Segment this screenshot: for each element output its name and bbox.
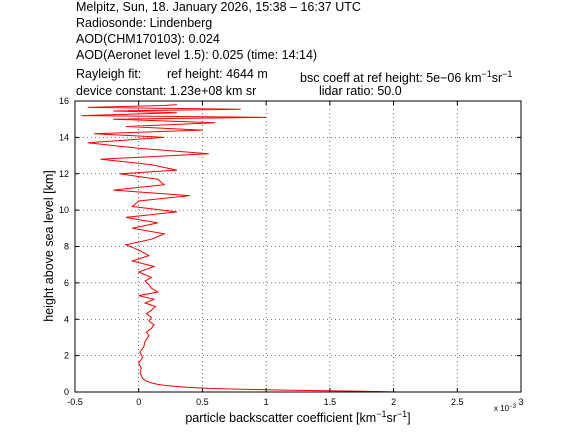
x-axis-ticks: -0.5 0 0.5 1 1.5 2 2.5 3 [67, 101, 524, 407]
aod-chm-line: AOD(CHM170103): 0.024 [76, 32, 220, 46]
x-tick-label: 2.5 [451, 397, 464, 407]
bsc-coeff: bsc coeff at ref height: 5e−06 km−1sr−1 [300, 66, 512, 86]
lidar-ratio: lidar ratio: 50.0 [319, 84, 402, 98]
x-tick-label: 0 [136, 397, 141, 407]
y-tick-label: 8 [64, 242, 69, 252]
y-tick-label: 14 [59, 132, 69, 142]
grid-lines [75, 101, 521, 392]
bsc-coeff-text: bsc coeff at ref height: 5e−06 km [300, 71, 482, 86]
y-tick-label: 0 [64, 387, 69, 397]
x-multiplier: x 10−3 [494, 404, 517, 413]
bsc-sr: sr [491, 71, 503, 86]
radiosonde-line: Radiosonde: Lindenberg [76, 16, 213, 30]
title-line: Melpitz, Sun, 18. January 2026, 15:38 – … [76, 0, 361, 14]
device-constant: device constant: 1.23e+08 km sr [76, 84, 257, 98]
plot-frame [74, 100, 522, 393]
y-tick-label: 16 [59, 96, 69, 106]
x-tick-label: 0.5 [196, 397, 209, 407]
x-tick-label: -0.5 [67, 397, 83, 407]
profile-series [81, 104, 400, 393]
y-tick-label: 10 [59, 205, 69, 215]
x-tick-label: 2 [391, 397, 396, 407]
ref-height: ref height: 4644 m [167, 67, 268, 81]
x-tick-label: 1 [264, 397, 269, 407]
rayleigh-label: Rayleigh fit: [76, 67, 142, 81]
y-axis-ticks: 0 2 4 6 8 10 12 14 16 [59, 96, 521, 397]
x-tick-label: 1.5 [324, 397, 337, 407]
y-tick-label: 2 [64, 351, 69, 361]
x-axis-label: particle backscatter coefficient [km−1sr… [185, 409, 410, 425]
y-axis-label: height above sea level [km] [42, 170, 56, 321]
y-tick-label: 6 [64, 278, 69, 288]
bsc-sup-1: −1 [481, 69, 492, 79]
aod-aeronet-line: AOD(Aeronet level 1.5): 0.025 (time: 14:… [76, 48, 318, 62]
y-tick-label: 4 [64, 314, 69, 324]
backscatter-profile-line [81, 104, 400, 393]
y-tick-label: 12 [59, 169, 69, 179]
bsc-sup-2: −1 [502, 69, 513, 79]
x-tick-label: 3 [518, 397, 523, 407]
